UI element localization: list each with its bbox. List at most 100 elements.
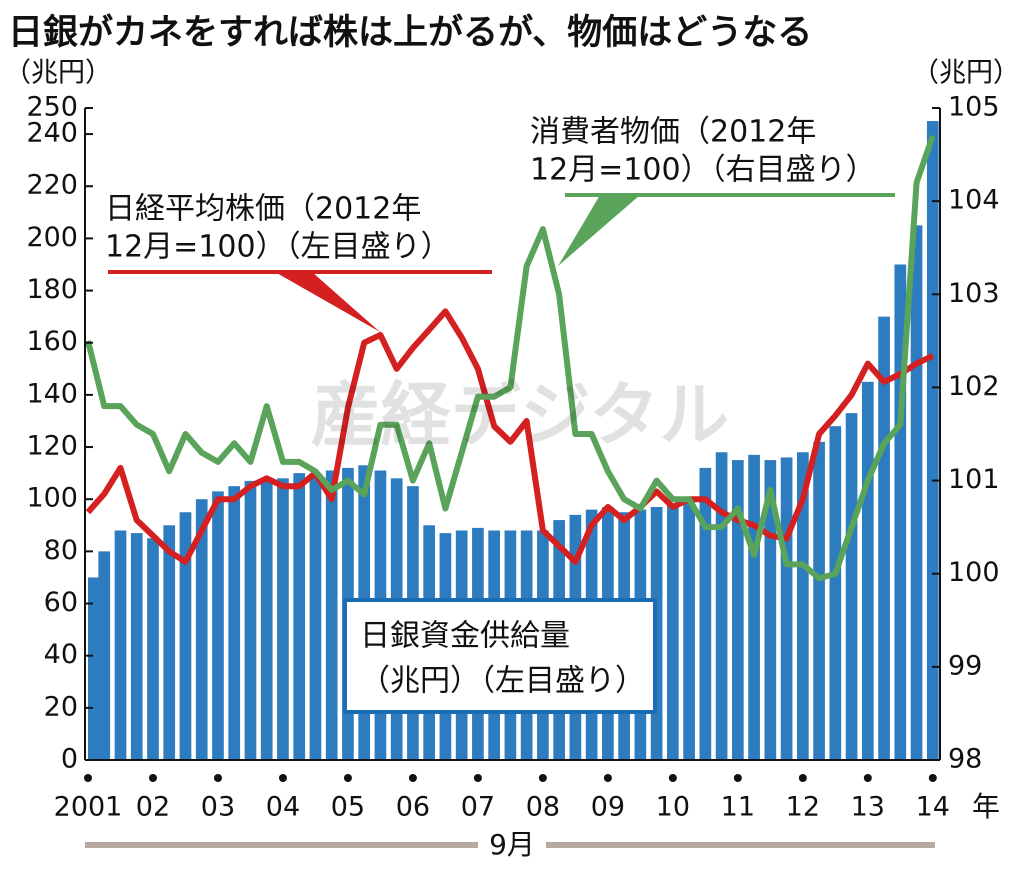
x-tick bbox=[668, 774, 677, 782]
x-tick bbox=[733, 774, 742, 782]
annotations bbox=[108, 193, 895, 862]
x-tick bbox=[148, 774, 157, 782]
bar bbox=[88, 577, 100, 760]
bar bbox=[179, 512, 192, 760]
x-tick bbox=[863, 774, 872, 782]
x-note: 9月 bbox=[489, 828, 535, 861]
y-tick-label: 240 bbox=[26, 118, 78, 149]
bar bbox=[130, 533, 143, 760]
bar bbox=[163, 525, 176, 760]
bar bbox=[910, 225, 923, 761]
bar-label-box bbox=[343, 598, 657, 714]
y-tick-label: 120 bbox=[26, 431, 78, 462]
bar bbox=[195, 499, 208, 760]
bar bbox=[325, 470, 338, 760]
bar bbox=[98, 551, 111, 760]
bar bbox=[715, 452, 728, 760]
x-tick bbox=[798, 774, 807, 782]
bar-label: （兆円）（左目盛り） bbox=[360, 664, 645, 699]
y-tick-label: 220 bbox=[26, 170, 78, 201]
x-tick-label: 06 bbox=[396, 792, 430, 823]
x-tick-label: 13 bbox=[851, 792, 885, 823]
x-tick-label: 2001 bbox=[54, 792, 123, 823]
y-tick-label: 160 bbox=[26, 326, 78, 357]
y-tick-label: 20 bbox=[44, 691, 78, 722]
y2-tick-label: 102 bbox=[948, 371, 1000, 402]
bar bbox=[699, 467, 712, 760]
bar bbox=[147, 538, 159, 760]
y-tick-label: 140 bbox=[26, 378, 78, 409]
x-tick-label: 03 bbox=[201, 792, 235, 823]
y-tick-label: 60 bbox=[44, 587, 78, 618]
y2-tick-label: 105 bbox=[948, 92, 1000, 123]
bar bbox=[813, 441, 825, 760]
bar bbox=[277, 478, 289, 760]
x-tick-label: 11 bbox=[721, 792, 755, 823]
bar bbox=[796, 452, 809, 760]
y-tick-label: 100 bbox=[26, 483, 78, 514]
bar-label: 日銀資金供給量 bbox=[360, 619, 570, 654]
bar bbox=[780, 457, 793, 760]
x-tick bbox=[84, 774, 92, 782]
x-tick bbox=[213, 774, 222, 782]
x-tick-label: 08 bbox=[526, 792, 560, 823]
y2-tick-label: 101 bbox=[948, 464, 1000, 495]
y-tick-label: 250 bbox=[26, 92, 78, 123]
x-unit: 年 bbox=[972, 790, 1000, 823]
bar bbox=[244, 480, 257, 760]
bar bbox=[926, 121, 939, 761]
line bbox=[85, 134, 936, 582]
bar bbox=[878, 316, 890, 760]
y2-tick-label: 100 bbox=[948, 557, 1000, 588]
y-tick-label: 180 bbox=[26, 274, 78, 305]
green-label: 消費者物価（2012年 bbox=[530, 115, 816, 150]
x-tick-label: 09 bbox=[591, 792, 625, 823]
y2-tick-label: 99 bbox=[948, 650, 982, 681]
x-tick-label: 05 bbox=[331, 792, 365, 823]
bar bbox=[861, 381, 874, 760]
bar bbox=[309, 473, 322, 760]
x-tick bbox=[603, 774, 612, 782]
x-tick bbox=[408, 774, 417, 782]
y-unit: （兆円） bbox=[4, 58, 112, 89]
bar bbox=[228, 486, 241, 760]
bar bbox=[683, 499, 695, 760]
x-tick-label: 07 bbox=[461, 792, 495, 823]
red-label: 12月=100）（左目盛り） bbox=[105, 230, 451, 265]
bar bbox=[764, 460, 777, 760]
red-pointer bbox=[275, 272, 380, 332]
y2-tick-label: 104 bbox=[948, 185, 1000, 216]
watermark: 産経デジタル bbox=[311, 374, 730, 456]
y-tick-label: 40 bbox=[44, 639, 78, 670]
bar bbox=[748, 454, 760, 760]
x-tick bbox=[928, 774, 937, 782]
bar bbox=[212, 491, 224, 760]
bar bbox=[667, 504, 679, 760]
red-label: 日経平均株価（2012年 bbox=[105, 192, 421, 227]
bar bbox=[731, 460, 744, 760]
bar bbox=[260, 478, 273, 760]
x-tick-label: 04 bbox=[266, 792, 300, 823]
bar bbox=[845, 413, 858, 760]
x-tick-label: 12 bbox=[786, 792, 820, 823]
y2-unit: （兆円） bbox=[912, 58, 1020, 89]
x-tick bbox=[343, 774, 352, 782]
y-tick-label: 0 bbox=[61, 744, 78, 775]
x-tick-label: 02 bbox=[136, 792, 170, 823]
x-tick-label: 14 bbox=[916, 792, 950, 823]
bar bbox=[114, 530, 127, 760]
chart-title: 日銀がカネをすれば株は上がるが、物価はどうなる bbox=[8, 13, 812, 53]
y-tick-label: 80 bbox=[44, 535, 78, 566]
bar bbox=[894, 264, 907, 760]
x-tick bbox=[278, 774, 287, 782]
x-tick-label: 10 bbox=[656, 792, 690, 823]
y2-tick-label: 103 bbox=[948, 278, 1000, 309]
green-label: 12月=100）（右目盛り） bbox=[530, 153, 876, 188]
y-tick-label: 200 bbox=[26, 222, 78, 253]
bar bbox=[829, 426, 842, 760]
note-bg bbox=[478, 830, 546, 860]
y2-tick-label: 98 bbox=[948, 744, 982, 775]
green-pointer bbox=[558, 195, 640, 266]
line bbox=[85, 308, 935, 565]
